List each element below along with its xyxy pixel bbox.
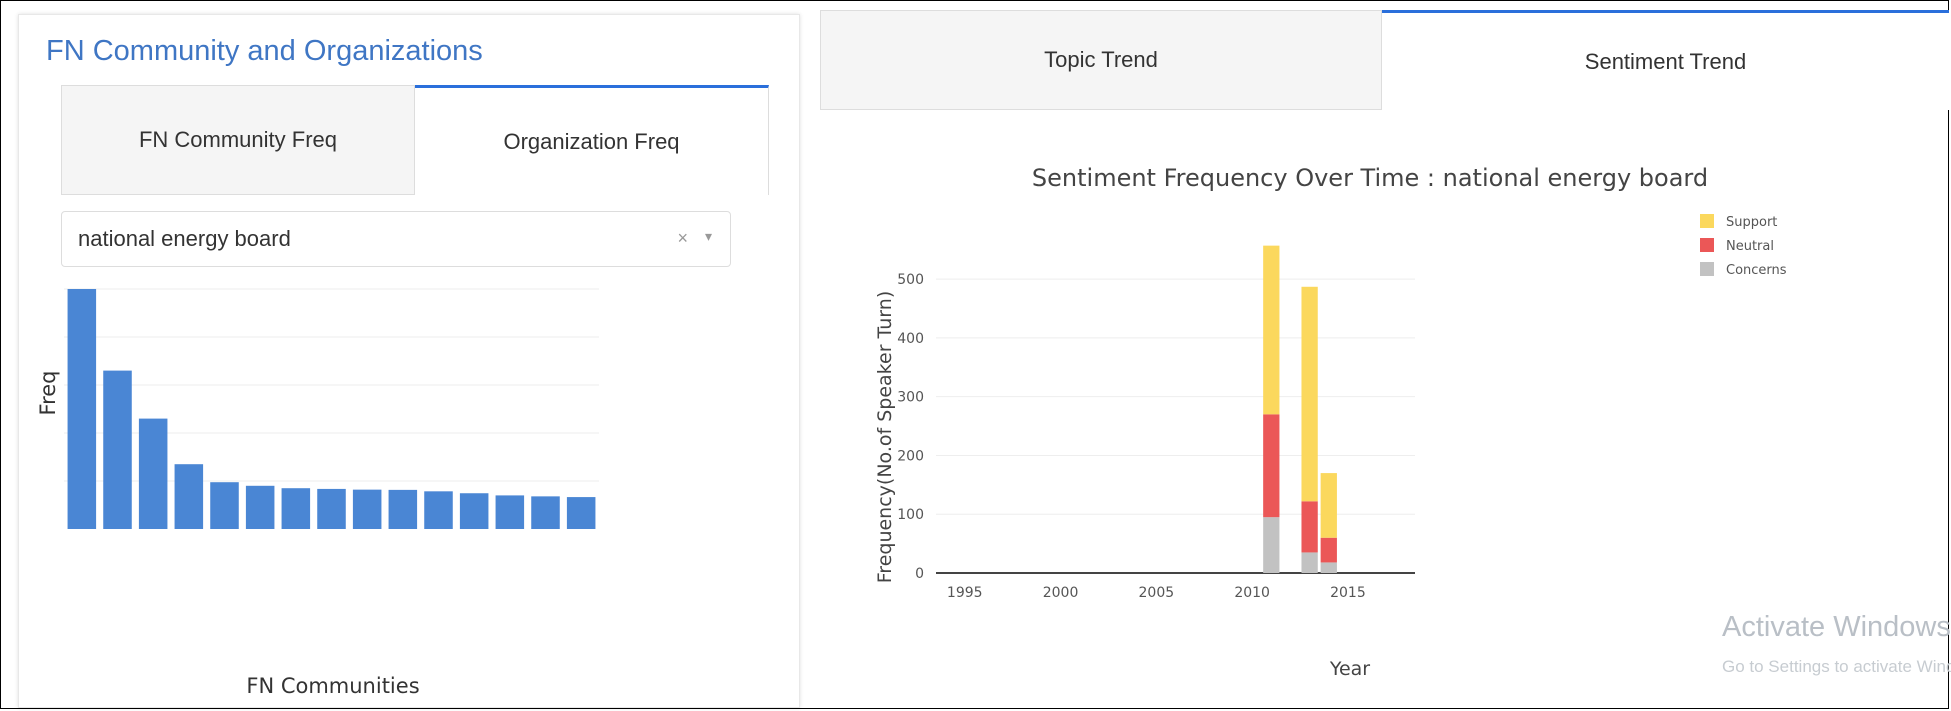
fn-community-panel: FN Community and Organizations FN Commun… <box>18 14 800 708</box>
x-tick-label: 2000 <box>1043 585 1079 601</box>
sentiment-trend-chart: Sentiment Frequency Over Time : national… <box>874 164 1787 680</box>
legend-swatch <box>1700 238 1714 252</box>
bar[interactable] <box>495 495 525 529</box>
y-tick-label: 100 <box>897 507 924 523</box>
tab-label: Sentiment Trend <box>1584 48 1747 74</box>
legend-label: Concerns <box>1726 263 1787 278</box>
bar[interactable] <box>245 485 275 529</box>
clear-icon[interactable]: × <box>677 228 688 248</box>
bar-support[interactable] <box>1263 245 1280 415</box>
legend-swatch <box>1700 262 1714 276</box>
bar-concerns[interactable] <box>1301 552 1318 573</box>
bar[interactable] <box>317 488 346 529</box>
bar[interactable] <box>352 489 382 529</box>
y-tick-label: 300 <box>897 390 924 406</box>
legend-swatch <box>1700 214 1714 228</box>
tab-label: Organization Freq <box>503 128 680 154</box>
bar-concerns[interactable] <box>1320 562 1337 573</box>
bar[interactable] <box>67 289 97 529</box>
bar[interactable] <box>210 482 239 529</box>
bar[interactable] <box>459 493 489 529</box>
tab-organization-freq[interactable]: Organization Freq <box>415 85 769 195</box>
chart-title: Sentiment Frequency Over Time : national… <box>1032 164 1708 192</box>
bar-support[interactable] <box>1320 473 1337 538</box>
bar[interactable] <box>388 489 418 529</box>
trend-panel: Topic Trend Sentiment Trend Sentiment Fr… <box>820 10 1949 709</box>
x-tick-label: 2005 <box>1139 585 1175 601</box>
bar[interactable] <box>566 497 596 529</box>
bar-neutral[interactable] <box>1263 414 1280 518</box>
chevron-down-icon[interactable]: ▾ <box>704 228 712 244</box>
y-tick-label: 500 <box>897 272 924 288</box>
y-axis-label: Freq <box>36 371 60 416</box>
organization-select[interactable]: national energy board × ▾ <box>61 211 731 267</box>
bar[interactable] <box>531 496 560 529</box>
left-tabbar: FN Community Freq Organization Freq <box>61 85 769 195</box>
activation-watermark-subtitle: Go to Settings to activate Windows. <box>1722 657 1951 676</box>
y-tick-label: 200 <box>897 448 924 464</box>
bar[interactable] <box>281 488 311 529</box>
bar-concerns[interactable] <box>1263 517 1280 573</box>
tab-label: FN Community Freq <box>138 127 338 152</box>
bar-support[interactable] <box>1301 286 1318 502</box>
bar-neutral[interactable] <box>1301 501 1318 553</box>
tab-sentiment-trend[interactable]: Sentiment Trend <box>1382 10 1949 110</box>
tab-fn-community-freq[interactable]: FN Community Freq <box>61 85 415 195</box>
bar[interactable] <box>103 370 132 529</box>
bar[interactable] <box>424 491 453 529</box>
bar[interactable] <box>174 464 204 529</box>
fn-community-freq-chart: FN Communities Freq <box>36 288 599 698</box>
tab-label: Topic Trend <box>1044 47 1158 72</box>
bar[interactable] <box>138 418 168 529</box>
x-axis-label: FN Communities <box>246 674 419 698</box>
legend-label: Support <box>1726 215 1777 230</box>
y-tick-label: 0 <box>915 566 924 582</box>
x-tick-label: 2015 <box>1330 585 1366 601</box>
tab-topic-trend[interactable]: Topic Trend <box>820 10 1382 110</box>
legend-label: Neutral <box>1726 239 1774 254</box>
x-tick-label: 1995 <box>947 585 983 601</box>
bar-neutral[interactable] <box>1320 537 1337 563</box>
x-axis-label: Year <box>1329 658 1370 680</box>
select-value: national energy board <box>78 226 291 251</box>
activation-watermark-title: Activate Windows <box>1722 611 1951 643</box>
y-axis-label: Frequency(No.of Speaker Turn) <box>874 291 896 583</box>
x-tick-label: 2010 <box>1234 585 1270 601</box>
panel-title: FN Community and Organizations <box>46 35 483 67</box>
y-tick-label: 400 <box>897 331 924 347</box>
